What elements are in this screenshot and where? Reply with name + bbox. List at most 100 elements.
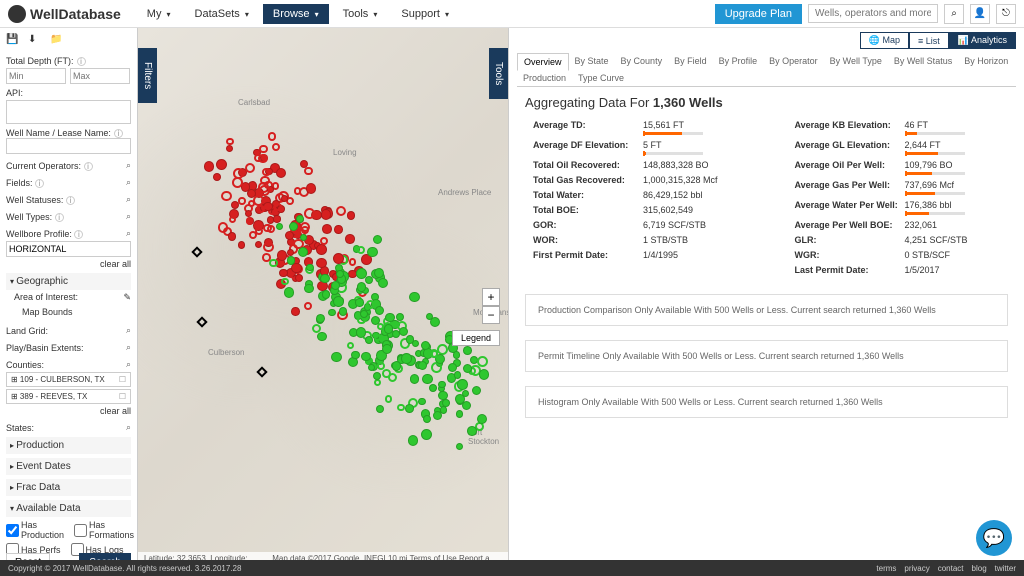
- well-marker[interactable]: [273, 215, 280, 222]
- footer-link-blog[interactable]: blog: [972, 564, 987, 573]
- well-marker[interactable]: [371, 316, 380, 325]
- tab-by-well-type[interactable]: By Well Type: [824, 53, 888, 70]
- global-search-input[interactable]: [808, 4, 938, 23]
- well-marker[interactable]: [304, 208, 315, 219]
- well-marker[interactable]: [397, 404, 404, 411]
- zoom-out-button[interactable]: −: [482, 306, 500, 324]
- edit-icon[interactable]: ✎: [123, 292, 131, 303]
- well-marker[interactable]: [267, 225, 275, 233]
- well-marker[interactable]: [268, 132, 276, 140]
- folder-icon[interactable]: 📁: [50, 34, 64, 48]
- well-marker[interactable]: [463, 346, 472, 355]
- well-marker[interactable]: [306, 183, 316, 193]
- legend-button[interactable]: Legend: [452, 330, 500, 346]
- tab-by-well-status[interactable]: By Well Status: [888, 53, 958, 70]
- well-marker[interactable]: [351, 351, 359, 359]
- search-icon[interactable]: ⌕: [126, 228, 131, 239]
- info-icon[interactable]: i: [77, 57, 86, 66]
- well-marker[interactable]: [317, 332, 326, 341]
- well-marker[interactable]: [472, 386, 481, 395]
- wellbore-input[interactable]: [6, 241, 131, 257]
- chat-button[interactable]: 💬: [976, 520, 1012, 556]
- well-marker[interactable]: [228, 232, 237, 241]
- well-marker[interactable]: [392, 361, 401, 370]
- well-marker[interactable]: [440, 406, 447, 413]
- well-marker[interactable]: [333, 296, 344, 307]
- well-marker[interactable]: [399, 327, 408, 336]
- download-icon[interactable]: ⬇: [28, 34, 42, 48]
- well-marker[interactable]: [365, 276, 373, 284]
- search-icon[interactable]: ⌕: [126, 342, 131, 353]
- well-marker[interactable]: [467, 426, 477, 436]
- well-marker[interactable]: [349, 258, 356, 265]
- view-list-button[interactable]: ≡ List: [909, 32, 949, 49]
- well-marker[interactable]: [281, 278, 288, 285]
- search-icon[interactable]: ⌕: [944, 4, 964, 24]
- nav-support[interactable]: Support ▾: [391, 4, 459, 24]
- well-marker[interactable]: [479, 369, 489, 379]
- footer-link-contact[interactable]: contact: [938, 564, 964, 573]
- well-marker[interactable]: [357, 282, 367, 292]
- well-marker[interactable]: [333, 253, 344, 264]
- well-marker[interactable]: [316, 244, 327, 255]
- footer-link-twitter[interactable]: twitter: [995, 564, 1016, 573]
- well-marker[interactable]: [373, 235, 382, 244]
- clear-all-link[interactable]: clear all: [6, 259, 131, 269]
- info-icon[interactable]: i: [114, 129, 123, 138]
- well-marker[interactable]: [409, 292, 419, 302]
- view-analytics-button[interactable]: 📊 Analytics: [949, 32, 1016, 49]
- well-marker[interactable]: [361, 352, 371, 362]
- max-depth-input[interactable]: [70, 68, 130, 84]
- well-marker[interactable]: [289, 222, 298, 231]
- well-marker[interactable]: [406, 335, 415, 344]
- save-icon[interactable]: 💾: [6, 34, 20, 48]
- section-frac-data[interactable]: Frac Data: [6, 479, 131, 496]
- well-marker[interactable]: [442, 399, 450, 407]
- well-marker[interactable]: [367, 247, 378, 258]
- well-marker[interactable]: [285, 231, 294, 240]
- section-geographic[interactable]: Geographic: [6, 273, 131, 290]
- well-marker[interactable]: [422, 374, 432, 384]
- well-marker[interactable]: [272, 143, 280, 151]
- well-marker[interactable]: [279, 269, 288, 278]
- tab-by-horizon[interactable]: By Horizon: [958, 53, 1014, 70]
- well-marker[interactable]: [356, 327, 366, 337]
- map-area[interactable]: Filters Tools CarlsbadLovingAndrews Plac…: [138, 28, 508, 576]
- zoom-in-button[interactable]: +: [482, 288, 500, 306]
- well-marker[interactable]: [226, 138, 233, 145]
- well-marker[interactable]: [423, 415, 431, 423]
- well-marker[interactable]: [385, 395, 392, 402]
- well-marker[interactable]: [238, 197, 245, 204]
- well-name-input[interactable]: [6, 138, 131, 154]
- well-marker[interactable]: [438, 381, 446, 389]
- footer-link-terms[interactable]: terms: [876, 564, 896, 573]
- well-marker[interactable]: [322, 224, 332, 234]
- tab-by-state[interactable]: By State: [569, 53, 615, 70]
- tab-production[interactable]: Production: [517, 70, 572, 86]
- nav-browse[interactable]: Browse ▾: [263, 4, 329, 24]
- well-marker[interactable]: [296, 215, 304, 223]
- well-marker[interactable]: [382, 369, 391, 378]
- well-marker[interactable]: [316, 314, 325, 323]
- user-icon[interactable]: 👤: [970, 4, 990, 24]
- well-marker[interactable]: [258, 154, 268, 164]
- well-marker[interactable]: [204, 161, 215, 172]
- well-marker[interactable]: [457, 379, 468, 390]
- clear-all-link[interactable]: clear all: [6, 406, 131, 416]
- logo[interactable]: WellDatabase: [8, 5, 121, 23]
- remove-icon[interactable]: ☐: [119, 392, 126, 401]
- well-marker[interactable]: [456, 443, 463, 450]
- section-available-data[interactable]: Available Data: [6, 500, 131, 517]
- well-marker[interactable]: [385, 313, 395, 323]
- well-marker[interactable]: [269, 259, 277, 267]
- nav-my[interactable]: My ▾: [137, 4, 181, 24]
- search-icon[interactable]: ⌕: [126, 359, 131, 370]
- search-icon[interactable]: ⌕: [126, 211, 131, 222]
- remove-icon[interactable]: ☐: [119, 375, 126, 384]
- nav-tools[interactable]: Tools ▾: [333, 4, 388, 24]
- section-event-dates[interactable]: Event Dates: [6, 458, 131, 475]
- tab-type-curve[interactable]: Type Curve: [572, 70, 630, 86]
- view-map-button[interactable]: 🌐 Map: [860, 32, 909, 49]
- footer-link-privacy[interactable]: privacy: [904, 564, 929, 573]
- nav-datasets[interactable]: DataSets ▾: [185, 4, 259, 24]
